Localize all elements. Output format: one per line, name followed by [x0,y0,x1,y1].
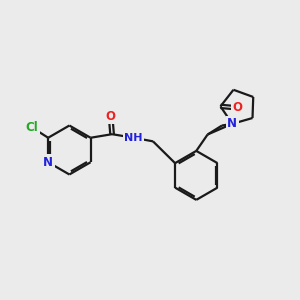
Text: N: N [43,156,53,169]
Text: N: N [227,117,237,130]
Text: Cl: Cl [26,121,38,134]
Text: O: O [233,101,243,114]
Text: O: O [106,110,116,123]
Text: NH: NH [124,133,143,143]
